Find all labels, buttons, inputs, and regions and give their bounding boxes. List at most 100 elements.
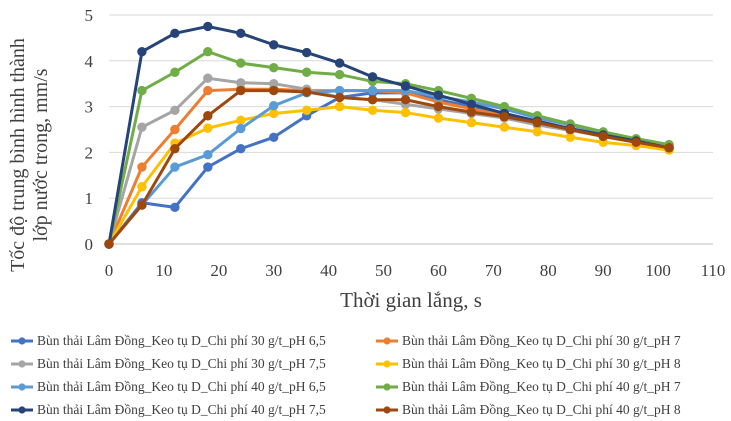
y-axis-label-line-2: lớp nước trong, mm/s (30, 68, 52, 241)
data-point (137, 122, 147, 132)
legend-label: Bùn thải Lâm Đồng_Keo tụ D_Chi phí 40 g/… (37, 402, 326, 417)
legend-label: Bùn thải Lâm Đồng_Keo tụ D_Chi phí 40 g/… (402, 402, 681, 417)
data-point (499, 111, 510, 122)
data-point (367, 72, 378, 82)
x-tick-labels: 0 10 20 30 40 50 60 70 80 90 100 110 (105, 261, 726, 280)
data-point (433, 90, 444, 100)
data-point (170, 124, 180, 135)
legend-marker-icon (376, 383, 398, 391)
series-2 (104, 84, 674, 249)
data-point (170, 105, 180, 115)
y-axis-label-line-1: Tốc độ trung bình hình thành (7, 38, 29, 272)
x-tick-label: 20 (210, 261, 227, 280)
legend-label: Bùn thải Lâm Đồng_Keo tụ D_Chi phí 30 g/… (37, 356, 326, 371)
x-tick-label: 40 (320, 261, 337, 280)
legend-item: Bùn thải Lâm Đồng_Keo tụ D_Chi phí 40 g/… (375, 376, 681, 398)
x-tick-label: 100 (645, 261, 671, 280)
data-point (203, 73, 213, 83)
legend-label: Bùn thải Lâm Đồng_Keo tụ D_Chi phí 40 g/… (37, 379, 326, 394)
data-point (203, 85, 213, 96)
legend-label: Bùn thải Lâm Đồng_Keo tụ D_Chi phí 40 g/… (402, 379, 681, 394)
data-point (301, 105, 312, 115)
series-line (107, 89, 670, 245)
y-tick-labels: 0 1 2 3 4 5 (85, 6, 94, 254)
data-point (367, 85, 378, 96)
series-4 (104, 101, 674, 249)
data-point (598, 131, 608, 142)
data-point (236, 85, 246, 96)
data-point (269, 100, 279, 111)
legend-item: Bùn thải Lâm Đồng_Keo tụ D_Chi phí 30 g/… (375, 330, 681, 352)
series-line (107, 89, 670, 245)
data-point (269, 62, 279, 73)
data-point (400, 81, 411, 91)
data-point (565, 124, 575, 135)
legend-label: Bùn thải Lâm Đồng_Keo tụ D_Chi phí 30 g/… (37, 333, 326, 348)
plot-area (104, 21, 674, 249)
data-point (631, 137, 641, 148)
x-tick-label: 80 (540, 261, 557, 280)
data-point (466, 117, 477, 128)
x-tick-label: 110 (701, 261, 726, 280)
x-tick-label: 70 (485, 261, 502, 280)
x-axis-label: Thời gian lắng, s (340, 288, 482, 312)
data-point (203, 123, 213, 133)
data-point (466, 99, 477, 110)
data-point (170, 67, 180, 77)
legend-item: Bùn thải Lâm Đồng_Keo tụ D_Chi phí 30 g/… (10, 353, 326, 375)
x-tick-label: 30 (265, 261, 282, 280)
y-tick-label: 1 (85, 189, 94, 208)
data-point (334, 69, 345, 80)
data-point (236, 123, 246, 134)
data-point (236, 58, 246, 68)
data-point (170, 28, 180, 39)
data-point (104, 239, 114, 249)
x-tick-label: 50 (375, 261, 392, 280)
line-chart: 0 10 20 30 40 50 60 70 80 90 100 110 0 1 2 3 4 5 Thời gi… (7, 6, 726, 312)
data-point (203, 111, 213, 121)
x-tick-label: 90 (595, 261, 612, 280)
data-point (664, 143, 674, 153)
series-8 (104, 85, 674, 249)
x-tick-label: 60 (430, 261, 447, 280)
data-point (203, 21, 213, 32)
legend-marker-icon (11, 383, 33, 391)
data-point (400, 107, 411, 118)
data-point (170, 144, 180, 154)
legend-marker-icon (11, 360, 33, 368)
data-point (269, 40, 279, 50)
legend-marker-icon (376, 337, 398, 345)
legend-item: Bùn thải Lâm Đồng_Keo tụ D_Chi phí 40 g/… (375, 399, 681, 421)
data-point (565, 132, 575, 142)
data-point (137, 162, 147, 172)
data-point (499, 122, 510, 132)
data-point (236, 78, 246, 88)
data-point (301, 67, 312, 77)
y-tick-label: 4 (85, 52, 94, 71)
legend-marker-icon (11, 337, 33, 345)
data-point (433, 113, 444, 123)
data-point (334, 101, 345, 112)
data-point (137, 200, 147, 210)
data-point (466, 107, 477, 117)
data-point (334, 92, 345, 103)
data-point (236, 28, 246, 39)
data-point (137, 46, 147, 57)
data-point (532, 127, 542, 137)
y-tick-label: 5 (85, 6, 94, 25)
legend-item: Bùn thải Lâm Đồng_Keo tụ D_Chi phí 40 g/… (10, 399, 326, 421)
data-point (269, 108, 279, 119)
legend-item: Bùn thải Lâm Đồng_Keo tụ D_Chi phí 40 g/… (10, 376, 326, 398)
x-tick-label: 0 (105, 261, 114, 280)
legend-marker-icon (376, 406, 398, 414)
legend-label: Bùn thải Lâm Đồng_Keo tụ D_Chi phí 30 g/… (402, 333, 681, 348)
data-point (532, 117, 542, 128)
legend-marker-icon (376, 360, 398, 368)
legend-marker-icon (11, 406, 33, 414)
data-point (137, 182, 147, 192)
data-point (301, 47, 312, 58)
series-line (107, 91, 670, 245)
data-point (433, 101, 444, 112)
data-point (236, 115, 246, 126)
data-point (203, 162, 213, 172)
